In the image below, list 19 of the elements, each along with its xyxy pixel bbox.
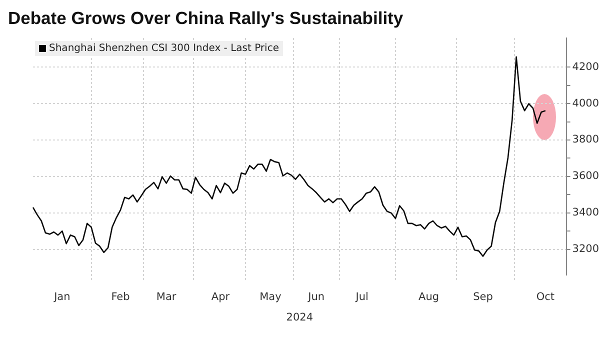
- x-tick-label: Aug: [418, 290, 440, 303]
- y-tick-label: 4200: [572, 60, 600, 73]
- x-tick-label: Mar: [156, 290, 177, 303]
- x-tick-label: Apr: [211, 290, 230, 303]
- chart-title: Debate Grows Over China Rally's Sustainability: [8, 8, 404, 29]
- x-tick-label: Jan: [53, 290, 70, 303]
- x-tick-label: Jun: [307, 290, 325, 303]
- x-tick-label: Sep: [473, 290, 494, 303]
- x-tick-label: Oct: [536, 290, 555, 303]
- x-tick-label: Jul: [354, 290, 368, 303]
- legend-label: Shanghai Shenzhen CSI 300 Index - Last Price: [49, 43, 279, 54]
- y-tick-label: 3800: [572, 134, 600, 146]
- y-tick-label: 3600: [572, 170, 600, 182]
- y-tick-label: 4000: [572, 97, 600, 110]
- x-tick-label: Feb: [111, 290, 130, 303]
- y-tick-label: 3200: [572, 243, 600, 256]
- y-tick-label: 3400: [572, 206, 600, 219]
- x-tick-label: May: [260, 290, 282, 303]
- x-axis-title: 2024: [286, 311, 314, 324]
